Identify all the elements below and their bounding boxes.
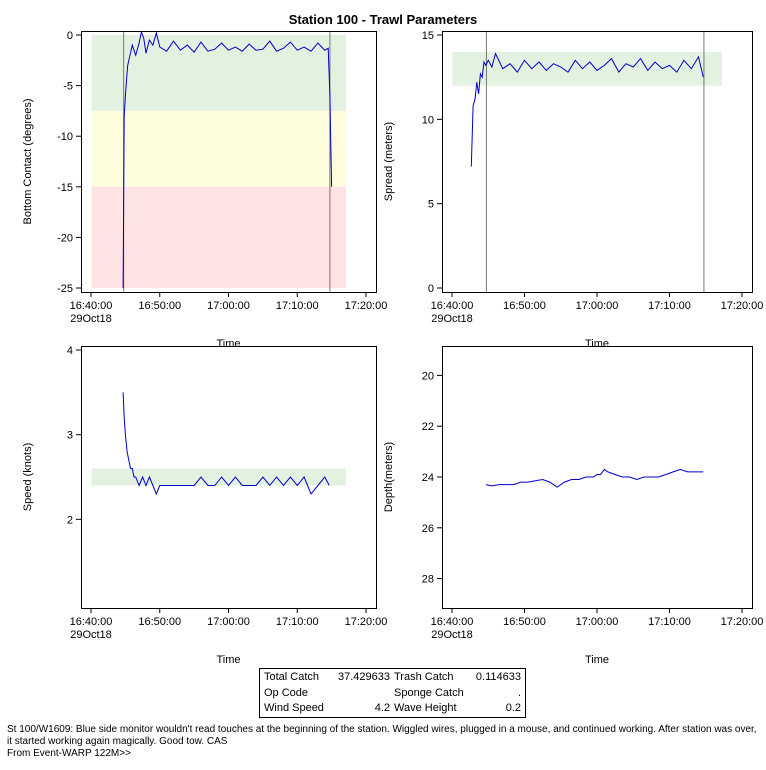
speed-xtick-label: 17:10:00 [276,616,319,628]
bottom-contact-ytick-label: -20 [57,232,73,244]
spread-series-line [470,52,704,167]
depth-ytick-label: 28 [422,574,434,586]
total-catch-label: Total Catch [264,671,320,683]
spread-xlabel: Time [585,338,609,350]
depth-ytick-label: 24 [422,472,434,484]
spread-xtick-label: 17:20:00 [721,300,764,312]
spread-xtick-label: 16:40:00 [431,300,474,312]
bottom-contact-series-line [122,30,333,289]
bottom-contact-xtick-label: 16:50:00 [138,300,181,312]
speed-xtick-label: 17:20:00 [345,616,388,628]
station-comment: St 100/W1609: Blue side monitor wouldn't… [7,724,757,747]
spread-ytick-label: 5 [428,199,434,211]
depth-xtick-label: 17:10:00 [648,616,691,628]
depth-ylabel: Depth(meters) [383,442,395,512]
depth-ytick-label: 20 [422,370,434,382]
stats-row-opcode: Op Code Sponge Catch . [260,686,525,700]
bottom-contact-band-green [91,35,346,111]
page-title: Station 100 - Trawl Parameters [288,12,478,27]
wind-speed-value: 4.2 [374,702,390,714]
spread-ytick-label: 0 [428,283,434,295]
depth-xtick-label: 16:40:00 [431,616,474,628]
spread-xdate-label: 29Oct18 [431,313,473,325]
speed-ytick-label: 3 [67,430,73,442]
bottom-contact-band-yellow [91,110,346,187]
speed-xtick-label: 16:40:00 [70,616,113,628]
depth-plot-frame [442,346,753,609]
depth-xtick-label: 17:20:00 [721,616,764,628]
bottom-contact-ytick-label: -5 [63,81,73,93]
catch-summary-table: Total Catch 37.429633 Trash Catch 0.1146… [259,668,526,718]
spread-ytick-label: 10 [422,114,434,126]
depth-ytick-label: 26 [422,523,434,535]
speed-xdate-label: 29Oct18 [70,629,112,641]
sponge-catch-value: . [517,687,521,699]
bottom-contact-xtick-label: 17:00:00 [207,300,250,312]
bottom-contact-ytick-label: -10 [57,131,73,143]
bottom-contact-ytick-label: -25 [57,283,73,295]
depth-xdate-label: 29Oct18 [431,629,473,641]
bottom-contact-ytick-label: 0 [67,30,73,42]
speed-ylabel: Speed (knots) [22,443,34,511]
sponge-catch-label: Sponge Catch [394,687,464,699]
bottom-contact-ylabel: Bottom Contact (degrees) [22,99,34,225]
depth-xtick-label: 16:50:00 [503,616,546,628]
speed-xlabel: Time [216,654,240,665]
speed-xtick-label: 16:50:00 [138,616,181,628]
bottom-contact-xdate-label: 29Oct18 [70,313,112,325]
bottom-contact-band-red [91,186,346,288]
bottom-contact-xtick-label: 17:20:00 [345,300,388,312]
station-notes: St 100/W1609: Blue side monitor wouldn't… [7,724,759,760]
speed-ytick-label: 2 [67,514,73,526]
spread-xtick-label: 16:50:00 [503,300,546,312]
spread-xtick-label: 17:00:00 [576,300,619,312]
speed-ytick-label: 4 [67,345,73,357]
depth-ytick-label: 22 [422,421,434,433]
trash-catch-label: Trash Catch [394,671,454,683]
trash-catch-value: 0.114633 [475,671,521,683]
bottom-contact-xlabel: Time [216,338,240,350]
speed-xtick-label: 17:00:00 [207,616,250,628]
total-catch-value: 37.429633 [338,671,390,683]
wind-speed-label: Wind Speed [264,702,324,714]
op-code-value [328,686,390,700]
spread-ytick-label: 15 [422,30,434,42]
speed-band-green [91,468,346,486]
depth-series-line [485,468,704,488]
bottom-contact-ytick-label: -15 [57,182,73,194]
depth-xlabel: Time [585,654,609,665]
stats-row-weather: Wind Speed 4.2 Wave Height 0.2 [260,701,525,715]
speed-series-line [122,392,330,496]
bottom-contact-xtick-label: 16:40:00 [70,300,113,312]
depth-xtick-label: 17:00:00 [576,616,619,628]
spread-ylabel: Spread (meters) [383,122,395,201]
spread-xtick-label: 17:10:00 [648,300,691,312]
stats-row-catch: Total Catch 37.429633 Trash Catch 0.1146… [260,670,525,684]
spread-band-green [452,51,722,86]
station-source: From Event-WARP 122M>> [7,748,131,759]
wave-height-value: 0.2 [505,702,521,714]
op-code-label: Op Code [264,687,309,699]
bottom-contact-xtick-label: 17:10:00 [276,300,319,312]
wave-height-label: Wave Height [394,702,457,714]
charts-area: 0 -5 -10 -15 -20 -25 16:40:00 16:50:00 17:00:00 1… [22,30,764,665]
